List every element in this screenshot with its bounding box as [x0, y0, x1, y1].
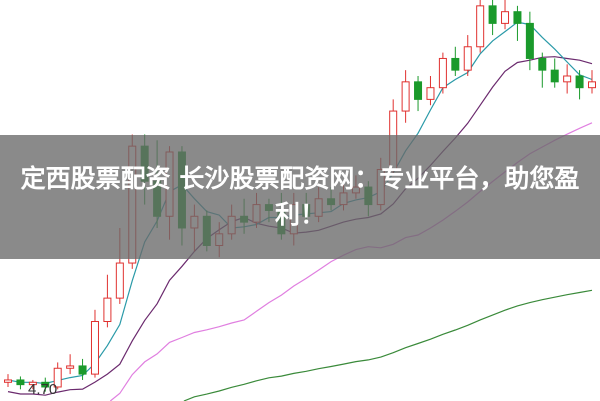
- candle-body: [488, 5, 497, 24]
- candle-body: [575, 75, 584, 89]
- candle-body: [16, 379, 25, 386]
- candle-body: [53, 367, 62, 388]
- candle-body: [66, 365, 75, 369]
- candle-body: [463, 46, 472, 71]
- candle-body: [538, 57, 547, 71]
- ma60-line: [183, 289, 593, 401]
- candle-body: [438, 57, 447, 89]
- candle-body: [426, 87, 435, 100]
- candle-body: [550, 69, 559, 83]
- title-banner: 定西股票配资 长沙股票配资网：专业平台，助您盈利！: [0, 135, 600, 259]
- candle-body: [401, 81, 410, 112]
- candle-body: [451, 57, 460, 71]
- candle-body: [563, 75, 572, 83]
- article-title: 定西股票配资 长沙股票配资网：专业平台，助您盈利！: [20, 164, 580, 229]
- candle-body: [4, 379, 12, 383]
- candle-body: [588, 81, 596, 89]
- candle-body: [28, 381, 37, 386]
- candle-body: [115, 262, 124, 299]
- candle-body: [90, 321, 99, 375]
- candle-body: [103, 297, 112, 323]
- candle-body: [513, 11, 522, 24]
- candle-body: [525, 22, 534, 59]
- candle-body: [501, 11, 510, 24]
- candle-body: [78, 365, 87, 375]
- candle-body: [41, 381, 50, 388]
- candle-body: [476, 5, 485, 48]
- low-price-label: 4.70: [28, 381, 58, 398]
- candle-body: [414, 81, 423, 100]
